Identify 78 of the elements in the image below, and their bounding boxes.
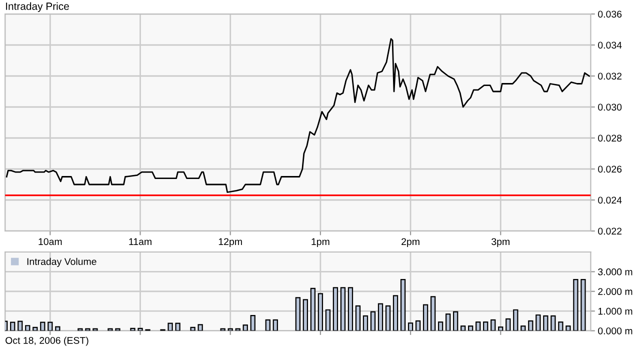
bar <box>408 322 414 331</box>
bar <box>460 325 466 331</box>
bar <box>506 318 511 331</box>
y-tick-label: 3.000 m <box>598 268 632 276</box>
bar <box>520 325 526 331</box>
y-tick-label: 0.024 <box>598 196 622 204</box>
bar <box>25 325 30 331</box>
legend-label: Intraday Volume <box>27 258 96 267</box>
bar <box>573 279 578 331</box>
bar <box>392 295 398 331</box>
x-tick-label: 12pm <box>218 238 242 248</box>
y-tick-label: 0.026 <box>598 166 622 173</box>
bar <box>445 313 451 331</box>
bar <box>438 322 444 331</box>
y-tick-label: 0.036 <box>598 10 622 18</box>
bar <box>415 320 421 331</box>
bar <box>242 324 248 331</box>
bar <box>468 325 474 331</box>
bar <box>198 324 203 331</box>
bar <box>40 322 46 331</box>
bar <box>55 326 60 331</box>
bar <box>332 287 338 331</box>
bar <box>422 304 428 331</box>
y-tick-label: 0.028 <box>598 134 622 142</box>
bar <box>513 309 518 331</box>
bar <box>138 328 143 331</box>
text: Oct 18, 2006 (EST) <box>6 336 88 346</box>
bar <box>543 315 548 331</box>
bar <box>536 314 541 331</box>
bar <box>340 287 346 331</box>
bar <box>558 322 564 331</box>
bar <box>400 279 406 331</box>
line-series <box>6 38 590 193</box>
bar <box>362 315 368 331</box>
bar <box>385 305 391 331</box>
bar <box>130 328 136 331</box>
y-tick-label: 0.022 <box>598 228 622 235</box>
chart-title: Intraday Price <box>6 2 69 12</box>
bar <box>453 311 458 331</box>
bar <box>378 303 384 331</box>
y-tick-label: 1.000 m <box>598 308 632 315</box>
bar <box>190 326 196 331</box>
bar <box>566 325 571 331</box>
bar <box>272 319 278 331</box>
x-tick-label: 3pm <box>492 238 510 248</box>
bar <box>325 309 331 331</box>
bar <box>10 322 16 331</box>
bar <box>476 322 481 331</box>
bar <box>318 293 324 331</box>
bar <box>18 320 23 331</box>
bar <box>550 315 556 331</box>
bar <box>490 319 496 331</box>
x-tick-label: 2pm <box>402 238 420 248</box>
bar <box>250 315 256 331</box>
bar <box>265 319 270 331</box>
y-tick-label: 0.000 m <box>598 327 632 334</box>
bar <box>580 279 586 331</box>
bar <box>528 320 534 331</box>
bar <box>355 305 361 331</box>
bar <box>175 322 180 331</box>
y-tick-label: 2.000 m <box>598 288 632 295</box>
bar <box>168 322 173 331</box>
bar <box>498 326 504 331</box>
bar <box>430 296 436 331</box>
bar <box>302 299 308 331</box>
bar <box>295 297 300 331</box>
y-tick-label: 0.032 <box>598 72 622 80</box>
y-tick-label: 0.030 <box>598 104 622 111</box>
bar <box>310 288 316 331</box>
x-tick-label: 1pm <box>312 238 330 248</box>
bar <box>32 326 38 331</box>
bar <box>48 322 53 331</box>
bar <box>370 311 376 331</box>
y-tick-label: 0.034 <box>598 42 622 49</box>
x-tick-label: 11am <box>129 238 152 246</box>
x-tick-label: 10am <box>38 238 62 246</box>
bar <box>483 322 488 331</box>
bar <box>348 287 354 331</box>
